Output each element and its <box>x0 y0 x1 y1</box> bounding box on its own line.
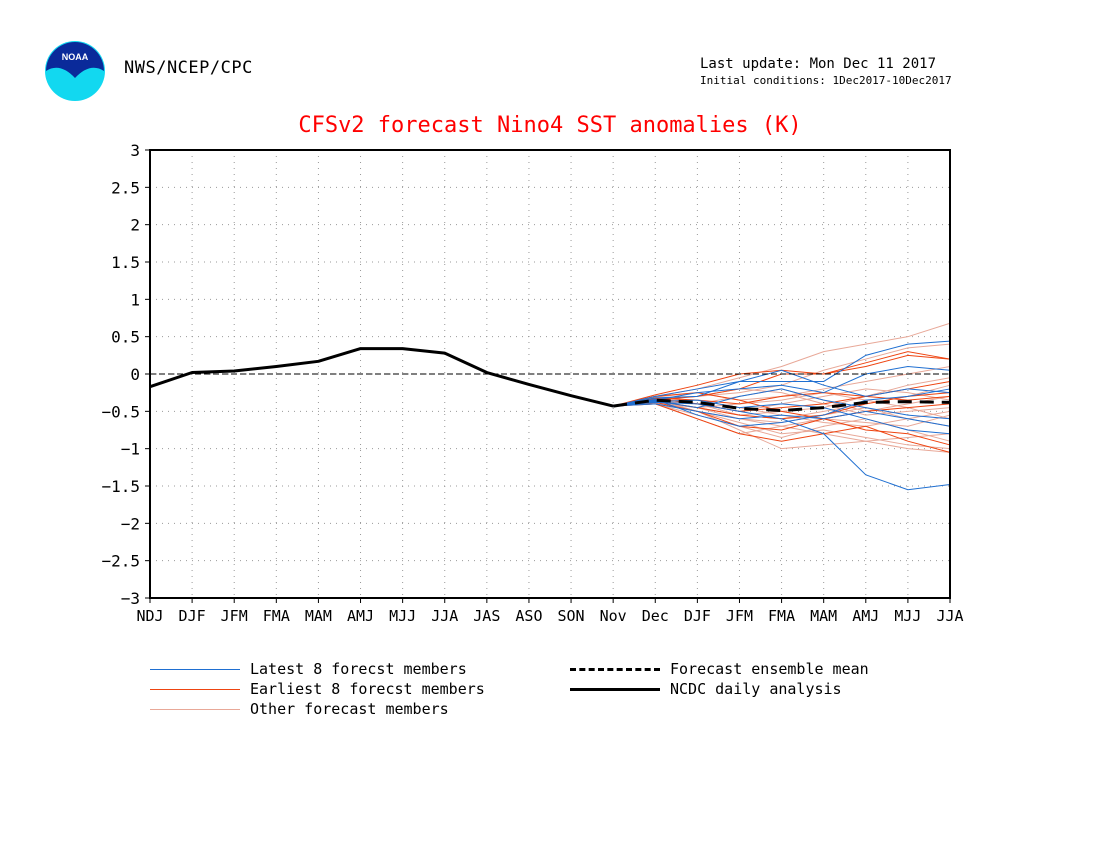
x-tick-label: AMJ <box>852 607 879 625</box>
legend-analysis-swatch <box>570 687 660 691</box>
y-tick-label: −1 <box>121 440 140 459</box>
x-tick-label: MJJ <box>894 607 921 625</box>
x-tick-label: JJA <box>431 607 458 625</box>
analysis-line <box>149 347 614 408</box>
y-tick-label: 0.5 <box>111 328 140 347</box>
initial-conditions: Initial conditions: 1Dec2017-10Dec2017 <box>700 74 952 87</box>
latest-member-line <box>613 403 951 427</box>
x-tick-label: JJA <box>936 607 963 625</box>
y-tick-label: −2 <box>121 514 140 533</box>
latest-member-line <box>613 340 951 407</box>
other-member-line <box>613 322 951 407</box>
y-tick-label: −1.5 <box>101 477 140 496</box>
x-tick-label: DJF <box>179 607 206 625</box>
latest-member-line <box>613 388 951 420</box>
y-tick-label: 2.5 <box>111 178 140 197</box>
x-tick-label: SON <box>558 607 585 625</box>
legend-earliest-swatch <box>150 688 240 690</box>
x-tick-label: FMA <box>263 607 290 625</box>
x-tick-label: MAM <box>810 607 837 625</box>
agency-label: NWS/NCEP/CPC <box>124 58 253 78</box>
y-tick-label: 0 <box>130 365 140 384</box>
legend-mean-label: Forecast ensemble mean <box>670 660 869 678</box>
main-series-group <box>149 347 951 413</box>
y-tick-label: −3 <box>121 589 140 608</box>
earliest-member-line <box>613 403 951 453</box>
x-tick-label: FMA <box>768 607 795 625</box>
x-tick-label: ASO <box>515 607 542 625</box>
latest-member-line <box>613 369 951 407</box>
legend-latest: Latest 8 forecst members <box>150 660 467 678</box>
x-tick-label: DJF <box>684 607 711 625</box>
x-tick-label: Nov <box>600 607 627 625</box>
latest-member-line <box>613 388 951 427</box>
y-tick-label: 2 <box>130 216 140 235</box>
latest-members-group <box>613 340 951 491</box>
x-tick-label: AMJ <box>347 607 374 625</box>
y-tick-label: 1.5 <box>111 253 140 272</box>
legend-analysis: NCDC daily analysis <box>570 680 842 698</box>
y-tick-label: −0.5 <box>101 402 140 421</box>
x-tick-label: JFM <box>726 607 753 625</box>
y-tick-label: −2.5 <box>101 552 140 571</box>
x-tick-label: MAM <box>305 607 332 625</box>
y-tick-label: 3 <box>130 141 140 160</box>
x-tick-label: NDJ <box>136 607 163 625</box>
legend-earliest-label: Earliest 8 forecst members <box>250 680 485 698</box>
y-tick-label: 1 <box>130 290 140 309</box>
legend-latest-swatch <box>150 668 240 670</box>
logo-text: NOAA <box>62 52 89 62</box>
legend-other-label: Other forecast members <box>250 700 449 718</box>
earliest-member-line <box>613 401 951 431</box>
y-axis: 3 2.5 2 1.5 1 0.5 0 −0.5 −1 −1.5 −2 −2.5 −3 <box>101 141 150 608</box>
x-axis: NDJ DJF JFM FMA MAM AMJ MJJ JJA JAS ASO SON Nov Dec D… <box>136 598 964 625</box>
earliest-member-line <box>613 392 951 407</box>
legend-analysis-label: NCDC daily analysis <box>670 680 842 698</box>
legend-mean: Forecast ensemble mean <box>570 660 869 678</box>
legend-other-swatch <box>150 708 240 710</box>
noaa-logo: NOAA <box>45 41 105 101</box>
x-tick-label: Dec <box>642 607 669 625</box>
legend-other: Other forecast members <box>150 700 449 718</box>
earliest-member-line <box>613 392 951 446</box>
legend-mean-swatch <box>570 667 660 671</box>
legend-latest-label: Latest 8 forecst members <box>250 660 467 678</box>
ensemble-mean-line <box>612 398 951 413</box>
chart-title: CFSv2 forecast Nino4 SST anomalies (K) <box>298 113 802 138</box>
x-tick-label: MJJ <box>389 607 416 625</box>
x-tick-label: JAS <box>473 607 500 625</box>
x-tick-label: JFM <box>221 607 248 625</box>
legend-earliest: Earliest 8 forecst members <box>150 680 485 698</box>
last-update: Last update: Mon Dec 11 2017 <box>700 56 937 72</box>
